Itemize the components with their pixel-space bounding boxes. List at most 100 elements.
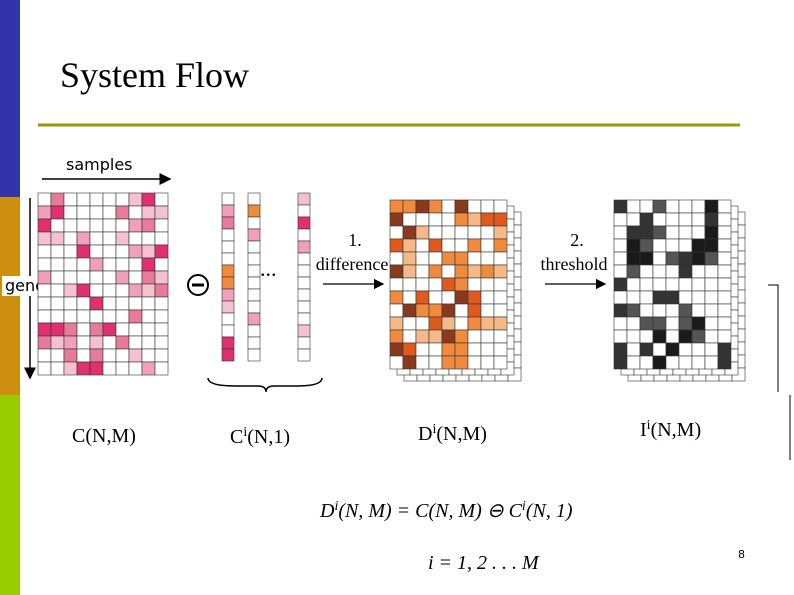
matrix-cell <box>613 355 628 370</box>
matrix-cell <box>441 303 456 318</box>
matrix-cell <box>115 231 130 246</box>
matrix-cell <box>626 303 641 318</box>
matrix-cell <box>102 244 117 259</box>
text-part: D <box>319 500 335 522</box>
matrix-cell <box>102 218 117 233</box>
page-number: 8 <box>738 548 745 561</box>
matrix-cell <box>428 277 443 292</box>
matrix-cell <box>402 238 417 253</box>
matrix-cell <box>428 316 443 331</box>
matrix-cell <box>428 290 443 305</box>
matrix-cell <box>297 252 311 266</box>
matrix <box>613 199 732 370</box>
matrix-cell <box>493 342 508 357</box>
matrix-cell <box>63 309 78 324</box>
matrix-cell <box>141 348 156 363</box>
matrix-cell <box>704 264 719 279</box>
matrix-cell <box>678 251 693 266</box>
matrix-cell <box>415 238 430 253</box>
matrix-cell <box>141 231 156 246</box>
matrix-cell <box>221 324 235 338</box>
matrix-cell <box>115 348 130 363</box>
matrix-cell <box>691 316 706 331</box>
matrix-cell <box>154 244 169 259</box>
matrix-cell <box>665 316 680 331</box>
matrix-cell <box>221 228 235 242</box>
matrix-cell <box>389 316 404 331</box>
matrix-cell <box>221 192 235 206</box>
matrix-cell <box>678 238 693 253</box>
matrix-cell <box>480 329 495 344</box>
matrix-cell <box>63 348 78 363</box>
matrix-cell <box>652 316 667 331</box>
matrix-cell <box>115 296 130 311</box>
matrix-cell <box>76 322 91 337</box>
matrix-cell <box>639 355 654 370</box>
matrix-cell <box>428 212 443 227</box>
matrix-cell <box>297 324 311 338</box>
matrix-cell <box>493 355 508 370</box>
matrix-label: Ii(N,M) <box>640 418 701 442</box>
matrix-cell <box>221 252 235 266</box>
matrix-cell <box>717 199 732 214</box>
matrix-cell <box>717 264 732 279</box>
matrix-cell <box>297 348 311 362</box>
matrix-cell <box>691 277 706 292</box>
matrix-cell <box>141 218 156 233</box>
matrix-cell <box>128 309 143 324</box>
matrix-cell <box>221 276 235 290</box>
matrix-cell <box>102 322 117 337</box>
matrix-cell <box>704 316 719 331</box>
matrix-cell <box>50 361 65 376</box>
matrix-cell <box>652 251 667 266</box>
matrix-cell <box>37 231 52 246</box>
matrix-cell <box>154 218 169 233</box>
matrix-cell <box>154 296 169 311</box>
matrix-cell <box>691 303 706 318</box>
step-label: difference <box>316 254 389 274</box>
matrix-cell <box>297 300 311 314</box>
matrix-cell <box>76 335 91 350</box>
matrix-cell <box>141 270 156 285</box>
matrix-cell <box>415 212 430 227</box>
matrix-cell <box>493 316 508 331</box>
matrix-cell <box>678 225 693 240</box>
matrix-cell <box>128 361 143 376</box>
matrix-cell <box>704 212 719 227</box>
matrix-cell <box>639 225 654 240</box>
matrix-cell <box>691 225 706 240</box>
matrix-cell <box>665 329 680 344</box>
matrix-cell <box>704 238 719 253</box>
matrix-cell <box>63 270 78 285</box>
matrix-cell <box>613 290 628 305</box>
matrix-cell <box>37 335 52 350</box>
matrix-cell <box>154 361 169 376</box>
matrix-cell <box>467 199 482 214</box>
matrix-cell <box>665 238 680 253</box>
matrix-cell <box>467 316 482 331</box>
matrix-cell <box>665 251 680 266</box>
superscript: i <box>647 418 651 433</box>
matrix-cell <box>63 296 78 311</box>
matrix-cell <box>415 225 430 240</box>
matrix-cell <box>652 342 667 357</box>
matrix-cell <box>76 270 91 285</box>
matrix-cell <box>89 322 104 337</box>
ellipsis: ... <box>260 256 277 281</box>
matrix-cell <box>76 257 91 272</box>
matrix-cell <box>691 212 706 227</box>
text-part: I <box>640 419 647 441</box>
matrix-cell <box>467 264 482 279</box>
matrix-cell <box>626 316 641 331</box>
matrix-cell <box>89 192 104 207</box>
matrix-cell <box>247 300 261 314</box>
matrix-cell <box>402 355 417 370</box>
matrix-cell <box>704 277 719 292</box>
matrix-cell <box>652 225 667 240</box>
brace <box>207 377 323 393</box>
matrix-cell <box>89 348 104 363</box>
superscript: i <box>522 499 526 514</box>
matrix-cell <box>613 329 628 344</box>
matrix-cell <box>63 231 78 246</box>
matrix-cell <box>402 290 417 305</box>
